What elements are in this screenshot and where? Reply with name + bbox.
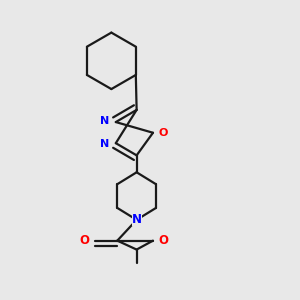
Text: O: O	[158, 234, 168, 247]
Text: O: O	[80, 234, 90, 247]
Text: N: N	[132, 213, 142, 226]
Text: O: O	[159, 128, 168, 138]
Text: N: N	[100, 116, 109, 127]
Text: N: N	[100, 139, 109, 149]
